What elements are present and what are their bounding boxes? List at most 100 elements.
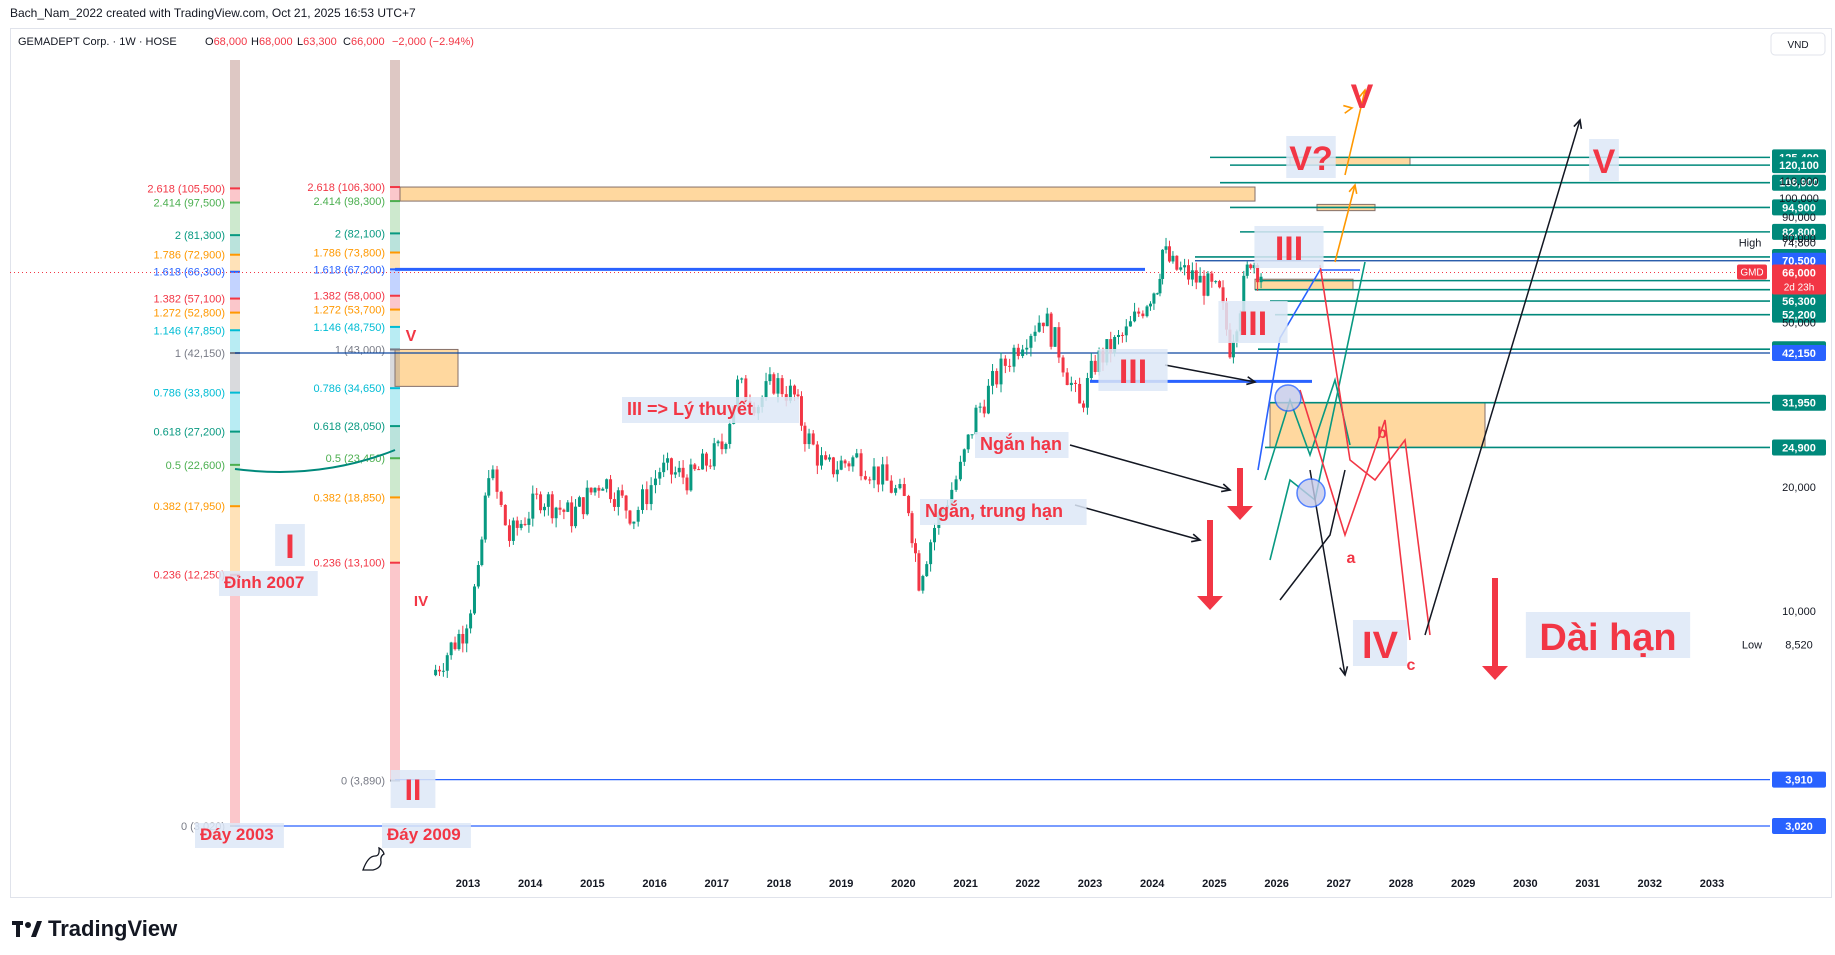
price-level-tag [1772,394,1826,411]
candle-body [1206,273,1210,296]
candle-body [503,504,507,526]
fib-2009-level-label: 1.146 (48,750) [313,322,385,334]
x-tick-label: 2031 [1575,878,1599,890]
candle-body [859,453,863,477]
svg-text:a: a [1347,550,1356,567]
candle-body [1082,403,1086,408]
price-level-tag [1772,306,1826,323]
candle-body [793,385,797,395]
price-level-tag [1772,157,1826,174]
label-wave-v-right: V [1589,139,1619,181]
candle-body [839,460,843,470]
arrow-head [1348,183,1358,194]
price-level-tag [1772,439,1826,456]
tradingview-brand: TradingView [48,916,178,941]
svg-text:Đáy 2003: Đáy 2003 [200,825,274,844]
price-level-tag [1772,174,1826,191]
candle-body [577,497,581,507]
candle-body [1029,335,1033,348]
y-tick-label: 10,000 [1782,606,1816,618]
candle-body [693,464,697,470]
candle-body [815,444,819,466]
fib-2003-level-label: 1.618 (66,300) [153,267,225,279]
candle-body [1089,360,1093,379]
candle-body [1210,273,1214,282]
fib-2009-level-label: 1.786 (73,800) [313,248,385,260]
candle-body [701,453,705,470]
fib-2003-band [230,298,240,313]
candle-body [744,378,748,401]
low-tag: Low [1742,640,1762,652]
marker-circle-1 [1274,384,1302,412]
symbol-info: GEMADEPT Corp. · 1W · HOSE O68,000 H68,00… [18,36,474,48]
candle-body [995,371,999,385]
label-wave-iv-big: IV [1352,620,1408,667]
candle-body [716,441,720,444]
svg-text:III: III [1239,305,1267,343]
candle-body [898,484,902,489]
candle-body [872,466,876,481]
label-sub-c: c [1407,657,1416,674]
fib-2003-band-top [230,60,240,189]
fib-2009-band [390,349,400,389]
red-arrow-2-head [1227,506,1253,520]
candle-body [593,487,597,493]
red-arrow-3-head [1482,666,1508,680]
candle-body [1109,339,1113,354]
candle-body [1231,341,1235,358]
candle-body [487,478,491,496]
candle-body [616,490,620,507]
arrow-short [1069,444,1231,491]
candle-body [740,378,744,380]
price-level-value: 56,300 [1782,296,1816,308]
fib-2009-level-label: 0.786 (34,650) [313,383,385,395]
fib-2009-band [390,309,400,327]
candle-body [689,464,693,491]
last-price-tag [1772,264,1826,295]
candle-body [780,378,784,395]
x-tick-label: 2017 [705,878,729,890]
candle-body [1045,313,1049,327]
x-tick-label: 2024 [1140,878,1165,890]
candle-body [863,476,867,480]
candle-body [1065,372,1069,386]
candle-body [921,576,925,591]
candle-body [624,495,628,511]
candle-body [669,458,673,475]
candle-body [799,396,803,426]
currency-button[interactable]: VND [1770,32,1826,56]
candle-body [811,433,815,445]
label-sub-a: a [1347,550,1356,567]
svg-text:III => Lý thuyết: III => Lý thuyết [627,399,753,419]
y-tick-label: 50,000 [1782,317,1816,329]
price-level-value: 3,910 [1785,775,1813,787]
fib-2003-level-label: 1.146 (47,850) [153,325,225,337]
price-change: −2,000 (−2.94%) [392,36,474,48]
candle-body [712,443,716,467]
candle-body [1190,270,1194,280]
label-wave-v-small: V [406,328,417,345]
candle-body [970,434,974,436]
candle-body [531,493,535,519]
candle-body [697,469,701,471]
y-tick-label: 20,000 [1782,482,1816,494]
candle-body [1198,275,1202,283]
fib-2003-level-label: 1.272 (52,800) [153,308,225,320]
x-tick-label: 2030 [1513,878,1537,890]
fib-2003-band [230,271,240,299]
tradingview-logo[interactable]: TradingView [12,916,177,942]
chart-frame [10,28,1832,898]
fib-2003-band [230,312,240,331]
candle-body [1161,249,1165,279]
candle-body [1120,334,1124,336]
fib-2009-level-label: 1.272 (53,700) [313,305,385,317]
candle-body [641,489,645,510]
fib-2009-level-label: 2.618 (106,300) [307,182,385,194]
x-tick-label: 2015 [580,878,604,890]
candle-body [1249,264,1253,269]
candle-body [1252,265,1256,269]
candle-body [636,509,640,522]
candle-body [677,467,681,473]
candle-body [566,502,570,512]
